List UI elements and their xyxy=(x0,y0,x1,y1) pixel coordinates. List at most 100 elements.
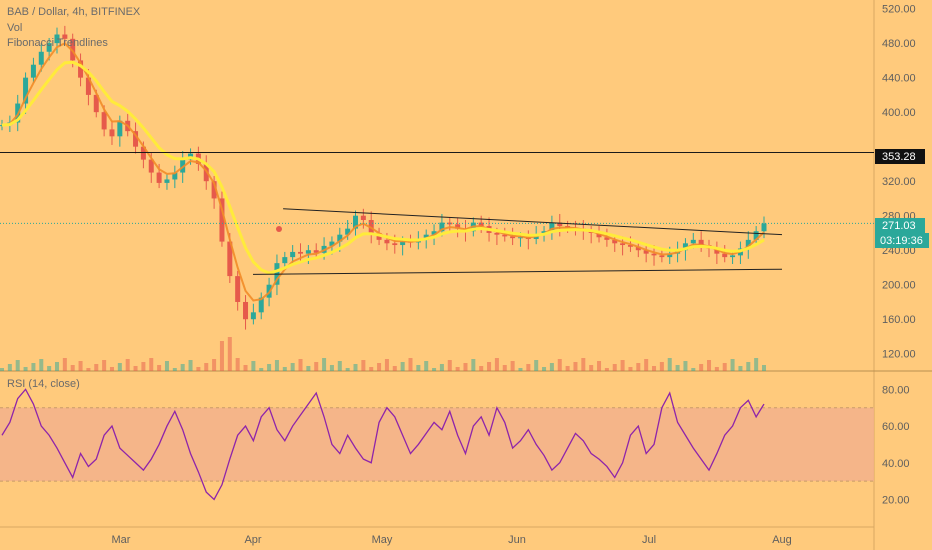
candle-body xyxy=(447,222,453,225)
symbol-legend[interactable]: BAB / Dollar, 4h, BITFINEX xyxy=(7,6,141,18)
volume-bar xyxy=(133,366,138,371)
volume-bar xyxy=(377,363,382,371)
volume-bar xyxy=(400,362,405,371)
volume-bar xyxy=(762,365,766,371)
rsi-tick-label: 80.00 xyxy=(882,384,910,396)
volume-bar xyxy=(659,362,664,371)
time-tick-label: Mar xyxy=(112,534,131,546)
volume-bar xyxy=(479,366,484,371)
time-tick-label: Aug xyxy=(772,534,792,546)
volume-bar xyxy=(667,358,672,371)
volume-bar xyxy=(47,366,52,371)
volume-bar xyxy=(542,367,547,371)
volume-bar xyxy=(251,361,256,371)
volume-legend[interactable]: Vol xyxy=(7,22,23,34)
volume-bar xyxy=(494,358,499,371)
candle-body xyxy=(384,239,390,244)
volume-bar xyxy=(39,359,44,371)
candle-body xyxy=(643,250,649,254)
price-tick-label: 320.00 xyxy=(882,176,916,188)
volume-bar xyxy=(164,361,169,371)
candle-body xyxy=(62,34,68,39)
trendline[interactable] xyxy=(283,208,783,236)
candle-body xyxy=(604,237,610,240)
candle-body xyxy=(549,222,555,232)
trendlines[interactable] xyxy=(252,208,783,275)
volume-bar xyxy=(573,362,578,371)
time-tick-label: May xyxy=(372,534,393,546)
volume-bar xyxy=(597,361,602,371)
last-price-badge: 271.03 xyxy=(875,218,925,233)
price-axis-background[interactable] xyxy=(874,0,932,550)
candle-body xyxy=(392,243,398,246)
volume-bar xyxy=(337,361,342,371)
fibonacci-legend[interactable]: Fibonacci Trendlines xyxy=(7,37,108,49)
candle-body xyxy=(172,172,178,180)
volume-bar xyxy=(384,359,389,371)
volume-bar xyxy=(620,360,625,371)
volume-bar xyxy=(683,361,688,371)
candle-body xyxy=(745,239,751,249)
rsi-legend[interactable]: RSI (14, close) xyxy=(7,378,80,390)
volume-bar xyxy=(149,358,154,371)
volume-bar xyxy=(86,368,91,371)
volume-bar xyxy=(463,363,468,371)
candle-body xyxy=(353,215,359,229)
candle-body xyxy=(258,297,264,313)
volume-bar xyxy=(282,367,287,371)
volume-bar xyxy=(526,364,531,371)
volume-bar xyxy=(196,367,201,371)
candle-body xyxy=(243,301,249,320)
candle-body xyxy=(133,131,139,147)
volume-bar xyxy=(204,363,209,371)
candle-body xyxy=(78,60,84,78)
volume-bar xyxy=(0,368,4,371)
candle-body xyxy=(313,250,319,253)
candle-body xyxy=(439,222,445,232)
volume-bar xyxy=(518,368,523,371)
candle-body xyxy=(502,234,508,237)
candle-body xyxy=(290,251,296,258)
volume-bar xyxy=(636,363,641,371)
rsi-axis-ticks: 20.00 40.00 60.00 80.00 xyxy=(882,384,910,506)
price-tick-label: 120.00 xyxy=(882,349,916,361)
candle-body xyxy=(211,181,217,199)
candle-body xyxy=(431,231,437,235)
volume-bar xyxy=(62,358,67,371)
rsi-tick-label: 60.00 xyxy=(882,421,910,433)
volume-bar xyxy=(180,364,185,371)
volume-bar xyxy=(109,367,114,371)
candle-body xyxy=(235,276,241,302)
level-badge: 353.28 xyxy=(875,149,925,164)
candle-body xyxy=(337,234,343,242)
price-tick-label: 200.00 xyxy=(882,280,916,292)
volume-bar xyxy=(322,358,327,371)
volume-bar xyxy=(361,360,366,371)
volume-bar xyxy=(188,360,193,371)
candle-body xyxy=(620,243,626,246)
volume-bar xyxy=(94,364,99,371)
candle-body xyxy=(156,172,162,183)
trendline[interactable] xyxy=(252,268,783,275)
volume-bar xyxy=(455,367,460,371)
volume-bar xyxy=(314,362,319,371)
volume-bar xyxy=(219,341,224,371)
candle-body xyxy=(690,239,696,244)
volume-bar xyxy=(416,365,421,371)
candle-body xyxy=(596,232,602,238)
volume-bar xyxy=(628,367,633,371)
volume-bar xyxy=(581,358,586,371)
candle-body xyxy=(635,246,641,251)
time-tick-label: Jul xyxy=(642,534,656,546)
volume-bar xyxy=(699,364,704,371)
candle-body xyxy=(667,253,673,258)
price-tick-label: 520.00 xyxy=(882,4,916,16)
volume-bar xyxy=(54,362,59,371)
candle-body xyxy=(698,239,704,246)
candle-body xyxy=(282,257,288,264)
candle-body xyxy=(101,112,107,130)
candle-body xyxy=(164,179,170,183)
countdown-badge: 03:19:36 xyxy=(875,233,929,248)
